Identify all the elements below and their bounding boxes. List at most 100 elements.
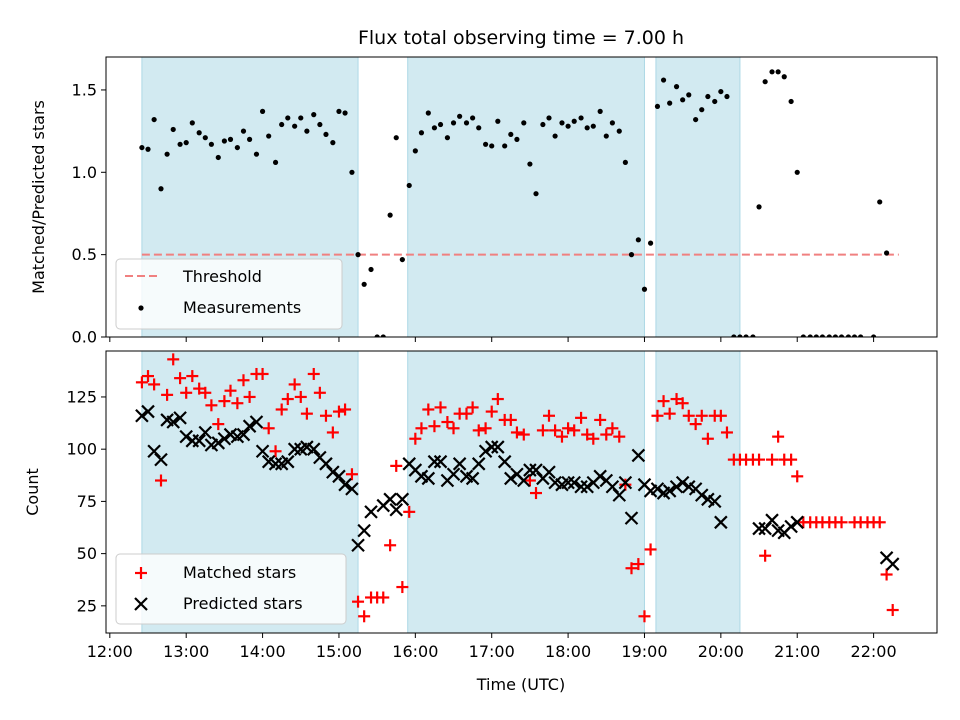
p1-s1-point-68 (567, 475, 581, 490)
p0-y-axis-label: Matched/Predicted stars (29, 100, 48, 294)
p1-s1-point-81 (650, 482, 665, 496)
p0-s0-point-45 (425, 110, 431, 116)
p0-s0-point-95 (743, 334, 749, 337)
p0-s0-point-4 (164, 151, 170, 157)
p0-s0-point-48 (444, 135, 451, 141)
p0-x-ticks (109, 337, 875, 342)
p1-s0-point-33 (345, 468, 358, 481)
p1-s0-point-0 (135, 376, 148, 389)
p1-s1-point-95-b (771, 523, 785, 538)
p1-s1-point-34-b (351, 538, 365, 553)
p0-s0-point-27 (311, 112, 317, 118)
p0-s0-point-13 (221, 138, 227, 144)
p0-s0-point-29 (323, 131, 329, 138)
p1-s1-point-16-b (236, 427, 251, 442)
p1-s1-point-21-b (268, 457, 283, 471)
p0-s0-point-86 (686, 92, 692, 98)
p1-s1-point-64-b (542, 465, 556, 479)
p1-s1-point-61-b (523, 463, 537, 477)
p0-s0-point-3 (158, 186, 164, 192)
p1-s1-point-65-b (548, 475, 562, 490)
p1-s1-point-99-b (879, 551, 894, 565)
p0-s0-point-72 (597, 108, 603, 114)
p1-s0-point-102 (785, 453, 798, 466)
p1-s1-point-60-b (517, 473, 531, 488)
p1-s0-point-32 (339, 403, 352, 416)
p0-s0-point-98 (762, 79, 768, 85)
p1-s1-point-50-b (452, 457, 467, 471)
p0-s0-point-108 (826, 334, 832, 337)
p1-s1-point-16 (236, 427, 251, 442)
p0-s0-point-39 (387, 212, 393, 218)
p1-s0-point-116 (880, 568, 893, 581)
p1-s0-point-4 (161, 388, 174, 401)
p1-s1-point-35 (357, 523, 371, 538)
p1-s1-point-39 (383, 492, 397, 507)
p0-s0-point-25 (298, 115, 304, 121)
p0-shaded-intervals (141, 56, 741, 338)
p1-s1-point-3 (154, 452, 168, 467)
p1-s0-point-31 (332, 405, 345, 418)
p0-s0-point-24 (292, 123, 298, 129)
p1-s1-point-31-b (332, 469, 346, 484)
p1-s1-point-18 (249, 415, 264, 429)
p1-s1-point-41-b (395, 492, 410, 507)
p1-s0-point-78 (632, 558, 645, 571)
p1-s1-point-78 (631, 448, 646, 463)
p0-s0-point-77 (628, 252, 635, 258)
p1-s0-point-62 (530, 487, 543, 500)
p1-s1-point-57-b (497, 454, 512, 469)
p1-s0-point-21 (269, 445, 282, 458)
p0-s0-point-21 (272, 159, 279, 166)
p1-s0-point-65 (549, 424, 562, 437)
p1-s1-point-44-b (414, 469, 429, 484)
p1-s0-point-14 (224, 384, 237, 397)
p1-s1-point-27-b (306, 442, 321, 456)
p1-s0-point-12 (212, 418, 225, 431)
p1-s1-point-89-b (701, 492, 715, 507)
p1-s1-point-18-b (249, 415, 264, 429)
p0-s0-point-105 (807, 334, 813, 337)
p1-s1-point-54 (478, 444, 493, 459)
p1-s1-point-87-b (688, 482, 703, 496)
p1-s1-point-49 (446, 467, 461, 482)
p0-s0-point-109 (832, 334, 839, 337)
p0-s0-point-113 (858, 334, 864, 337)
p1-s1-point-41 (395, 492, 410, 507)
p1-s0-point-1 (142, 370, 155, 383)
p1-s0-point-49 (447, 422, 460, 435)
p1-s1-point-33 (345, 482, 359, 496)
p1-s0-point-19 (256, 367, 269, 380)
x-tick-label-8: 20:00 (698, 642, 744, 661)
p0-s0-point-57 (502, 143, 508, 149)
p1-s1-point-0 (135, 408, 149, 423)
p0-s0-point-35 (361, 281, 367, 287)
p1-s0-point-83 (663, 407, 676, 420)
p1-s1-point-31 (332, 469, 346, 484)
p0-s0-point-22 (279, 121, 285, 128)
p1-s1-point-36 (364, 505, 378, 519)
legend-predicted-swatch (134, 597, 148, 611)
p1-s1-point-56 (491, 440, 505, 454)
p1-s0-point-97 (753, 453, 766, 466)
p1-s1-point-74-b (605, 479, 620, 494)
p1-s1-point-28-b (313, 450, 327, 465)
p1-s1-point-90-b (707, 494, 722, 509)
p0-s0-point-83 (667, 100, 673, 106)
p1-s0-point-27 (307, 367, 320, 380)
p1-s1-point-19 (255, 444, 270, 459)
p0-s0-point-97 (756, 204, 762, 210)
p0-s0-point-51 (463, 120, 470, 126)
p1-s1-point-39-b (383, 492, 397, 507)
p1-s0-point-35 (358, 610, 371, 623)
p1-s1-point-13 (217, 431, 232, 446)
p1-s0-point-17 (243, 390, 256, 403)
p0-s0-point-101 (781, 74, 787, 80)
p1-s1-point-3-b (154, 452, 168, 467)
p1-s1-point-46-b (427, 454, 442, 469)
p1-s0-point-61 (523, 474, 536, 487)
p1-s1-point-12-b (211, 436, 226, 450)
p0-points-layer (139, 69, 890, 337)
p0-s0-point-23 (285, 115, 291, 121)
p1-s0-point-58 (504, 413, 517, 426)
